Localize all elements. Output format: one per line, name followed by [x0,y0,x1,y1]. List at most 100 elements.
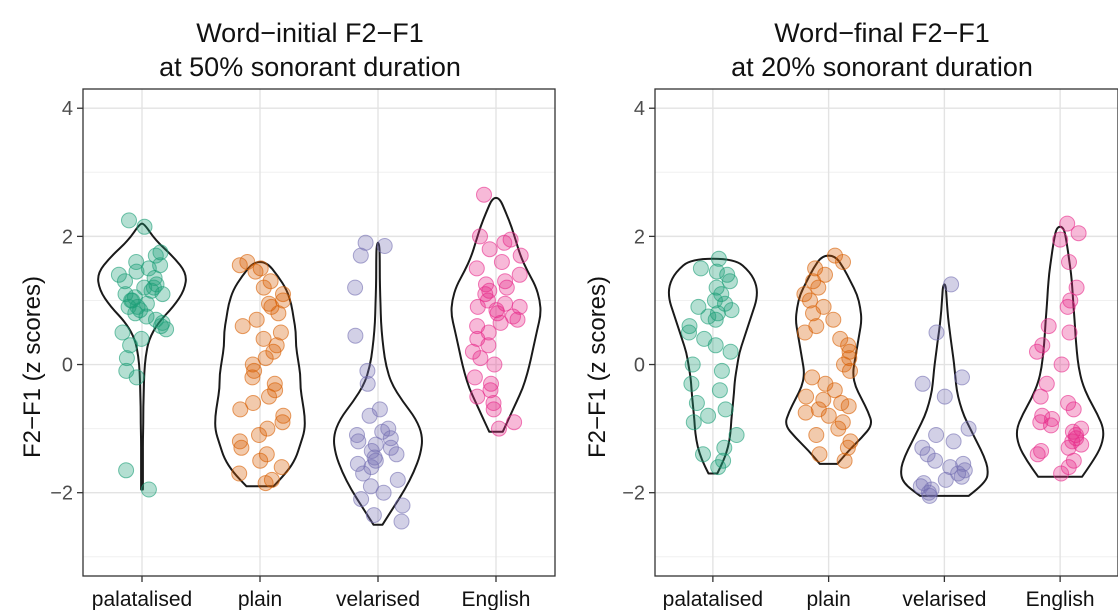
data-point-palatalised [688,395,705,411]
data-point-English [1060,395,1077,411]
data-point-plain [274,414,291,431]
violin-English [450,196,542,433]
data-point-English [509,311,526,328]
data-point-plain [827,247,843,264]
data-point-palatalised [685,414,702,431]
data-point-palatalised [140,260,157,277]
data-point-English [472,228,488,245]
data-point-English [1038,375,1055,392]
data-point-palatalised [117,273,133,290]
data-point-velarised [927,452,944,469]
data-point-plain [817,375,834,392]
data-point-plain [267,382,284,399]
plot-border [82,88,556,577]
data-point-velarised [937,471,954,488]
panel-title-line1: Word−final F2−F1 [774,18,990,48]
data-point-English [480,337,497,354]
data-point-plain [247,263,264,280]
data-point-velarised [353,491,370,508]
data-point-velarised [928,324,945,341]
panel-title-line2: at 20% sonorant duration [731,52,1033,82]
data-point-English [481,241,498,258]
data-point-plain [798,388,815,405]
data-point-English [498,279,515,296]
x-tick-label: plain [806,588,850,610]
y-tick-label: 0 [62,355,73,377]
data-point-velarised [359,375,376,392]
data-point-palatalised [710,250,727,267]
y-tick-label: 4 [62,98,73,120]
plot-area [83,89,555,576]
data-point-palatalised [684,356,701,373]
data-point-velarised [943,276,960,293]
data-point-velarised [928,427,945,443]
violin-velarised [900,283,989,497]
panel-word-final: Word−final F2−F1 at 20% sonorant duratio… [584,18,1118,610]
data-point-English [497,273,514,290]
violin-palatalised [667,257,758,475]
data-point-English [1032,388,1049,405]
data-point-palatalised [681,324,697,341]
data-point-velarised [362,478,379,495]
data-point-plain [808,427,825,443]
x-tick-label: plain [238,588,282,610]
data-point-English [1032,414,1049,431]
data-point-English [1068,279,1085,296]
data-point-palatalised [681,318,698,335]
data-point-plain [815,391,832,408]
data-point-palatalised [138,295,155,312]
violin-palatalised [97,222,187,491]
data-point-English [1052,231,1069,248]
data-point-palatalised [706,292,723,309]
data-point-English [477,286,494,303]
x-tick-label: velarised [336,588,420,610]
data-point-English [1059,215,1076,232]
data-point-velarised [960,420,977,437]
data-point-velarised [955,455,972,472]
data-point-velarised [363,459,380,476]
data-point-English [1053,465,1070,482]
data-point-English [1065,401,1082,418]
data-point-plain [262,273,279,290]
data-point-plain [234,318,251,335]
data-point-English [1053,356,1070,373]
data-point-plain [275,286,291,303]
data-point-palatalised [721,273,738,290]
data-point-velarised [352,247,369,264]
data-point-plain [257,475,274,492]
data-point-plain [258,446,275,463]
data-point-palatalised [683,375,700,392]
data-point-plain [255,279,272,296]
data-point-English [512,247,529,264]
data-point-plain [830,420,847,437]
data-point-English [1061,324,1078,341]
data-point-plain [257,350,274,367]
x-ticks: palatalised plain velarised English [663,576,1095,610]
data-point-English [1065,452,1082,469]
data-point-plain [273,459,290,476]
data-point-palatalised [708,263,725,280]
data-point-palatalised [713,362,730,379]
data-point-English [496,234,513,251]
data-point-palatalised [719,266,736,283]
y-ticks: −2 0 2 4 [622,98,655,505]
data-point-velarised [376,238,393,254]
y-tick-label: 2 [634,226,645,248]
data-point-palatalised [138,308,155,325]
data-point-palatalised [728,427,745,443]
data-point-plain [244,356,261,373]
x-tick-label: palatalised [663,588,763,610]
data-point-English [505,308,521,325]
data-point-plain [839,439,856,456]
data-point-palatalised [118,462,135,479]
data-point-plain [252,452,269,469]
data-point-velarised [359,362,376,379]
data-point-plain [811,446,828,463]
panel-title-line2: at 50% sonorant duration [159,52,461,82]
data-point-palatalised [136,218,153,235]
data-point-plain [804,369,821,386]
data-point-plain [842,433,859,450]
data-point-palatalised [710,459,727,476]
y-tick-label: 4 [634,98,645,120]
